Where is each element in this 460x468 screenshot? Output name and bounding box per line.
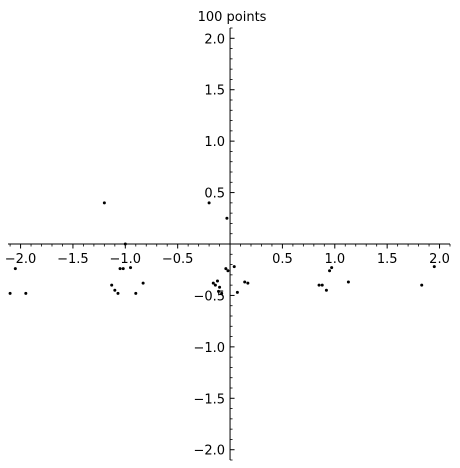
data-point (123, 242, 127, 246)
data-point (207, 201, 211, 205)
x-tick-label: 1.0 (324, 252, 345, 267)
x-tick-label: 1.5 (377, 252, 398, 267)
axes (8, 28, 450, 460)
chart-title: 100 points (198, 10, 267, 25)
data-point (102, 201, 106, 205)
x-tick-label: 2.0 (429, 252, 450, 267)
data-point (213, 283, 217, 287)
data-point (141, 281, 145, 285)
data-point (246, 281, 250, 285)
data-point (226, 269, 230, 273)
data-point (121, 267, 125, 271)
data-point (243, 280, 247, 284)
data-point (218, 285, 222, 289)
data-point (8, 291, 12, 295)
data-point (217, 289, 221, 293)
data-point (432, 265, 436, 269)
x-tick-label: −1.5 (57, 252, 89, 267)
x-tick-label: −1.0 (110, 252, 142, 267)
data-point (211, 281, 215, 285)
data-point (129, 266, 133, 270)
y-tick-label: 0.5 (204, 187, 225, 202)
y-tick-label: −0.5 (193, 289, 225, 304)
data-point (13, 267, 17, 271)
y-tick-label: 2.0 (204, 32, 225, 47)
y-tick-label: −1.5 (193, 392, 225, 407)
data-point (134, 291, 138, 295)
major-ticks (20, 37, 441, 451)
data-point (317, 283, 321, 287)
data-point (346, 280, 350, 284)
data-point (113, 288, 117, 292)
data-point (328, 269, 332, 273)
x-tick-label: −2.0 (5, 252, 37, 267)
data-point (116, 291, 120, 295)
data-point (324, 288, 328, 292)
data-point (110, 283, 114, 287)
data-point (232, 265, 236, 269)
data-points (8, 201, 436, 295)
y-tick-label: −2.0 (193, 444, 225, 459)
data-point (420, 283, 424, 287)
y-tick-label: 1.5 (204, 84, 225, 99)
data-point (235, 290, 239, 294)
data-point (224, 267, 228, 271)
data-point (220, 291, 224, 295)
data-point (225, 216, 229, 220)
data-point (24, 291, 28, 295)
data-point (330, 266, 334, 270)
x-tick-label: 0.5 (272, 252, 293, 267)
data-point (118, 267, 122, 271)
x-tick-label: −0.5 (162, 252, 194, 267)
y-tick-label: 1.0 (204, 135, 225, 150)
data-point (320, 283, 324, 287)
minor-ticks (9, 27, 451, 461)
data-point (215, 279, 219, 283)
tick-labels: −2.0 −1.5 −1.0 −0.5 0.5 1.0 1.5 2.0 2.0 1.5 1.0 0.5… (5, 32, 450, 458)
y-tick-label: −1.0 (193, 341, 225, 356)
